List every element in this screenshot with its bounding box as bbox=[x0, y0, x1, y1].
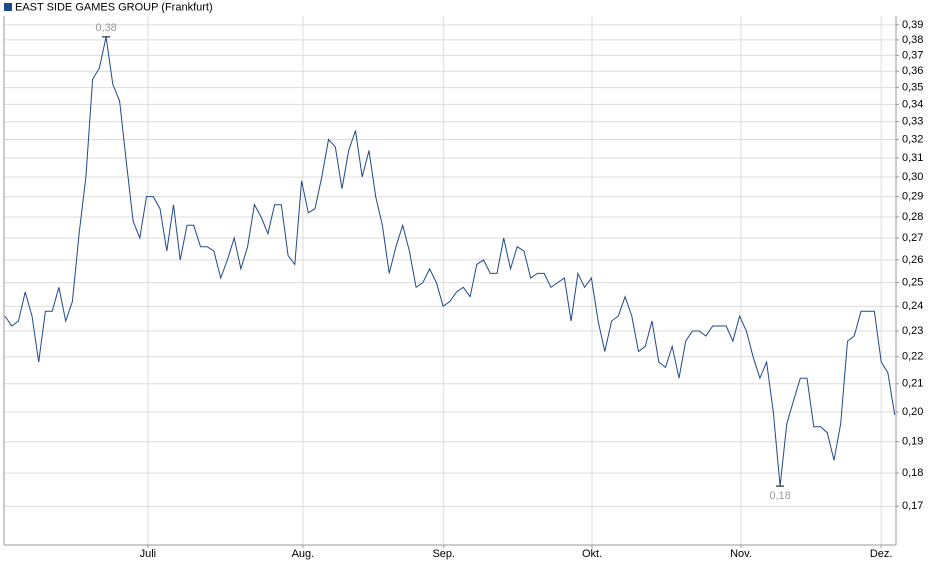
y-tick-label: 0,18 bbox=[902, 467, 923, 479]
y-tick-label: 0,30 bbox=[902, 171, 923, 183]
y-tick-label: 0,28 bbox=[902, 211, 923, 223]
y-tick-label: 0,21 bbox=[902, 378, 923, 390]
x-tick-label: Sep. bbox=[432, 548, 455, 560]
x-tick-label: Juli bbox=[140, 548, 157, 560]
y-tick-label: 0,17 bbox=[902, 500, 923, 512]
legend-label: EAST SIDE GAMES GROUP (Frankfurt) bbox=[15, 1, 213, 13]
y-tick-label: 0,37 bbox=[902, 49, 923, 61]
y-tick-label: 0,27 bbox=[902, 232, 923, 244]
y-tick-label: 0,24 bbox=[902, 300, 923, 312]
y-tick-label: 0,29 bbox=[902, 191, 923, 203]
y-tick-label: 0,22 bbox=[902, 351, 923, 363]
y-tick-label: 0,34 bbox=[902, 98, 923, 110]
y-tick-label: 0,26 bbox=[902, 254, 923, 266]
y-tick-label: 0,35 bbox=[902, 81, 923, 93]
y-tick-label: 0,32 bbox=[902, 133, 923, 145]
x-tick-label: Okt. bbox=[582, 548, 602, 560]
y-tick-label: 0,23 bbox=[902, 325, 923, 337]
min-label: 0,18 bbox=[769, 490, 790, 502]
y-tick-label: 0,31 bbox=[902, 152, 923, 164]
y-tick-label: 0,20 bbox=[902, 406, 923, 418]
y-tick-label: 0,36 bbox=[902, 65, 923, 77]
y-tick-label: 0,38 bbox=[902, 34, 923, 46]
max-label: 0,38 bbox=[95, 22, 116, 34]
legend-swatch bbox=[4, 3, 12, 11]
y-tick-label: 0,25 bbox=[902, 277, 923, 289]
x-tick-label: Dez. bbox=[870, 548, 893, 560]
x-tick-label: Nov. bbox=[730, 548, 752, 560]
y-tick-label: 0,19 bbox=[902, 436, 923, 448]
x-tick-label: Aug. bbox=[292, 548, 315, 560]
price-line bbox=[4, 36, 896, 487]
y-tick-label: 0,33 bbox=[902, 116, 923, 128]
y-tick-label: 0,39 bbox=[902, 19, 923, 31]
